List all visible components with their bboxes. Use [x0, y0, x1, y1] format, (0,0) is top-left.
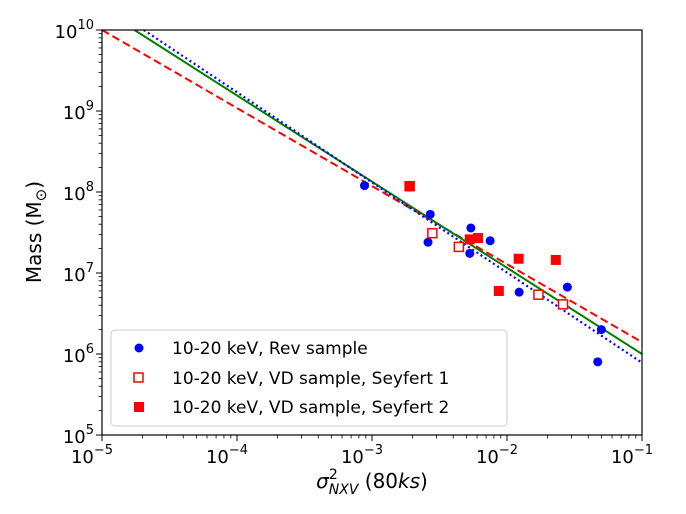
- fit-line-solid: [133, 30, 642, 355]
- legend-label-sey2: 10-20 keV, VD sample, Seyfert 2: [172, 398, 449, 418]
- x-tick-label: 10−5: [71, 443, 113, 468]
- y-tick-label: 106: [63, 342, 94, 367]
- y-tick-label: 1010: [55, 18, 94, 43]
- axis-ticks: [96, 29, 643, 441]
- legend-frame: [110, 329, 508, 427]
- x-tick-label: 10−1: [611, 443, 653, 468]
- x-tick-label: 10−3: [341, 443, 383, 468]
- point-vd-seyfert-1: [557, 299, 569, 310]
- axis-tick-labels: 10−5 10−4 10−3 10−2 10−1 105 106 107 108 109 1010: [55, 18, 653, 468]
- point-rev-sample: [425, 209, 435, 219]
- point-vd-seyfert-2: [464, 234, 475, 245]
- point-vd-seyfert-2: [550, 254, 561, 265]
- legend-label-rev: 10-20 keV, Rev sample: [172, 339, 368, 359]
- legend: 10-20 keV, Rev sample 10-20 keV, VD samp…: [110, 329, 508, 427]
- x-axis-title: σ2 NXV (80ks): [316, 467, 428, 498]
- point-vd-seyfert-2: [473, 233, 484, 244]
- point-vd-seyfert-1: [453, 241, 465, 253]
- point-vd-seyfert-2: [493, 285, 504, 296]
- point-vd-seyfert-1: [427, 227, 438, 239]
- legend-label-sey1: 10-20 keV, VD sample, Seyfert 1: [172, 369, 449, 389]
- point-rev-sample: [562, 282, 572, 292]
- point-rev-sample: [485, 236, 495, 246]
- point-rev-sample: [514, 287, 524, 297]
- point-rev-sample: [423, 237, 433, 247]
- x-tick-label: 10−4: [206, 443, 248, 468]
- point-rev-sample: [466, 223, 476, 233]
- point-rev-sample: [360, 181, 370, 191]
- point-vd-seyfert-1: [533, 289, 544, 300]
- legend-marker-sey1: [133, 372, 144, 383]
- point-rev-sample: [596, 325, 606, 335]
- x-tick-label: 10−2: [476, 443, 518, 468]
- y-tick-label: 107: [63, 261, 94, 286]
- y-tick-label: 105: [63, 423, 94, 448]
- point-vd-seyfert-2: [513, 253, 524, 264]
- y-tick-label: 109: [63, 99, 94, 124]
- legend-marker-rev: [134, 343, 144, 353]
- point-rev-sample: [593, 357, 603, 367]
- point-rev-sample: [465, 248, 475, 258]
- y-axis-title: Mass (M⊙): [22, 181, 50, 283]
- legend-marker-sey2: [134, 402, 144, 412]
- y-tick-label: 108: [63, 180, 94, 205]
- fit-line-dashed: [102, 30, 642, 344]
- point-vd-seyfert-2: [404, 181, 415, 192]
